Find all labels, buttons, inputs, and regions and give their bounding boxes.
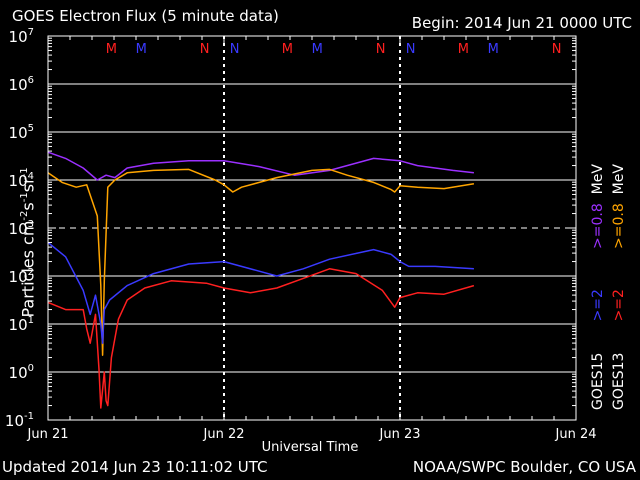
x-tick-label: Jun 23 — [379, 427, 421, 442]
marker-n: N — [552, 42, 562, 57]
x-tick-label: Jun 21 — [27, 427, 69, 442]
marker-n: N — [376, 42, 386, 57]
series-lines — [47, 151, 475, 409]
legend-goes15-ge2: >=2 — [590, 289, 606, 322]
credit-text: NOAA/SWPC Boulder, CO USA — [412, 458, 636, 476]
series-line-2 — [47, 241, 474, 344]
marker-n: N — [230, 42, 240, 57]
grid-lines — [48, 36, 576, 420]
marker-n: N — [200, 42, 210, 57]
marker-n: N — [406, 42, 416, 57]
legend-goes15-ge08: >=0.8 — [590, 203, 606, 249]
updated-time: Updated 2014 Jun 23 10:11:02 UTC — [2, 458, 268, 476]
marker-m: M — [136, 42, 147, 57]
marker-m: M — [488, 42, 499, 57]
series-line-1 — [47, 168, 475, 356]
series-line-0 — [47, 151, 474, 181]
legend-goes15-name: GOES15 — [590, 352, 606, 410]
tick-labels: Jun 21 Jun 22 Jun 23 Jun 2410-1100101102103… — [5, 27, 597, 442]
legend-mev-2: MeV — [611, 164, 627, 195]
series-line-3 — [47, 268, 475, 409]
legend-mev-1: MeV — [590, 164, 606, 195]
marker-m: M — [282, 42, 293, 57]
axes — [47, 35, 577, 421]
legend-goes15: GOES15 >=2 >=0.8 MeV — [590, 164, 606, 410]
chart-title: GOES Electron Flux (5 minute data) — [12, 7, 279, 25]
legend-goes13-name: GOES13 — [611, 352, 627, 410]
legend-goes13: GOES13 >=2 >=0.8 MeV — [611, 164, 627, 410]
marker-m: M — [106, 42, 117, 57]
x-tick-label: Jun 22 — [203, 427, 245, 442]
x-tick-label: Jun 24 — [555, 427, 597, 442]
y-axis-label: Particles cm-2s-1sr-1 — [18, 167, 38, 318]
legend-goes13-ge08: >=0.8 — [611, 203, 627, 249]
marker-m: M — [458, 42, 469, 57]
begin-time: Begin: 2014 Jun 21 0000 UTC — [411, 14, 632, 32]
x-axis-label: Universal Time — [262, 440, 359, 455]
marker-m: M — [312, 42, 323, 57]
legend-goes13-ge2: >=2 — [611, 289, 627, 322]
